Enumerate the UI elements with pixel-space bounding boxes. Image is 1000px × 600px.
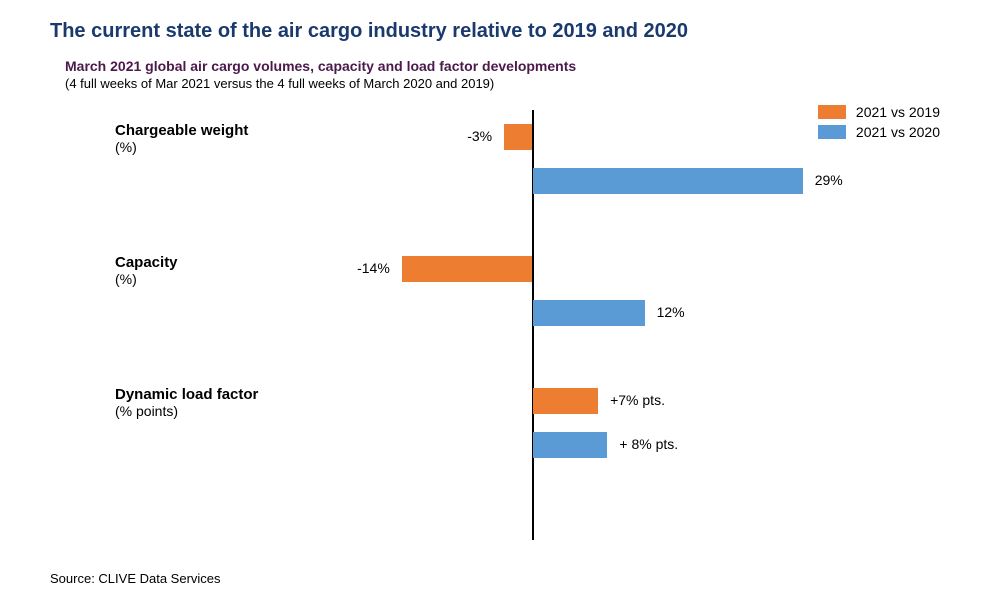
bar-value-label: + 8% pts. [619, 436, 678, 452]
category-unit: (%) [115, 271, 178, 287]
bar [533, 300, 645, 326]
bar-chart: 2021 vs 2019 2021 vs 2020 Chargeable weigh… [0, 100, 1000, 560]
bar-value-label: 12% [657, 304, 685, 320]
bar-value-label: -3% [467, 128, 492, 144]
category-name: Chargeable weight [115, 122, 248, 139]
category-label: Capacity(%) [115, 254, 178, 287]
category-label: Dynamic load factor(% points) [115, 386, 258, 419]
bar-value-label: -14% [357, 260, 390, 276]
bar [533, 388, 598, 414]
category-name: Dynamic load factor [115, 386, 258, 403]
chart-subtitle-note: (4 full weeks of Mar 2021 versus the 4 f… [65, 76, 494, 91]
category-unit: (%) [115, 139, 248, 155]
category-label: Chargeable weight(%) [115, 122, 248, 155]
legend-swatch [818, 105, 846, 119]
chart-subtitle: March 2021 global air cargo volumes, cap… [65, 58, 576, 74]
legend-label: 2021 vs 2019 [856, 104, 940, 120]
bar-value-label: 29% [815, 172, 843, 188]
source-caption: Source: CLIVE Data Services [50, 571, 221, 586]
bar [402, 256, 532, 282]
legend-swatch [818, 125, 846, 139]
legend-label: 2021 vs 2020 [856, 124, 940, 140]
bar [504, 124, 532, 150]
bar [533, 168, 803, 194]
legend: 2021 vs 2019 2021 vs 2020 [818, 104, 940, 144]
category-name: Capacity [115, 254, 178, 271]
bar [533, 432, 607, 458]
page-title: The current state of the air cargo indus… [50, 20, 688, 43]
bar-value-label: +7% pts. [610, 392, 665, 408]
legend-item: 2021 vs 2019 [818, 104, 940, 120]
legend-item: 2021 vs 2020 [818, 124, 940, 140]
category-unit: (% points) [115, 403, 258, 419]
